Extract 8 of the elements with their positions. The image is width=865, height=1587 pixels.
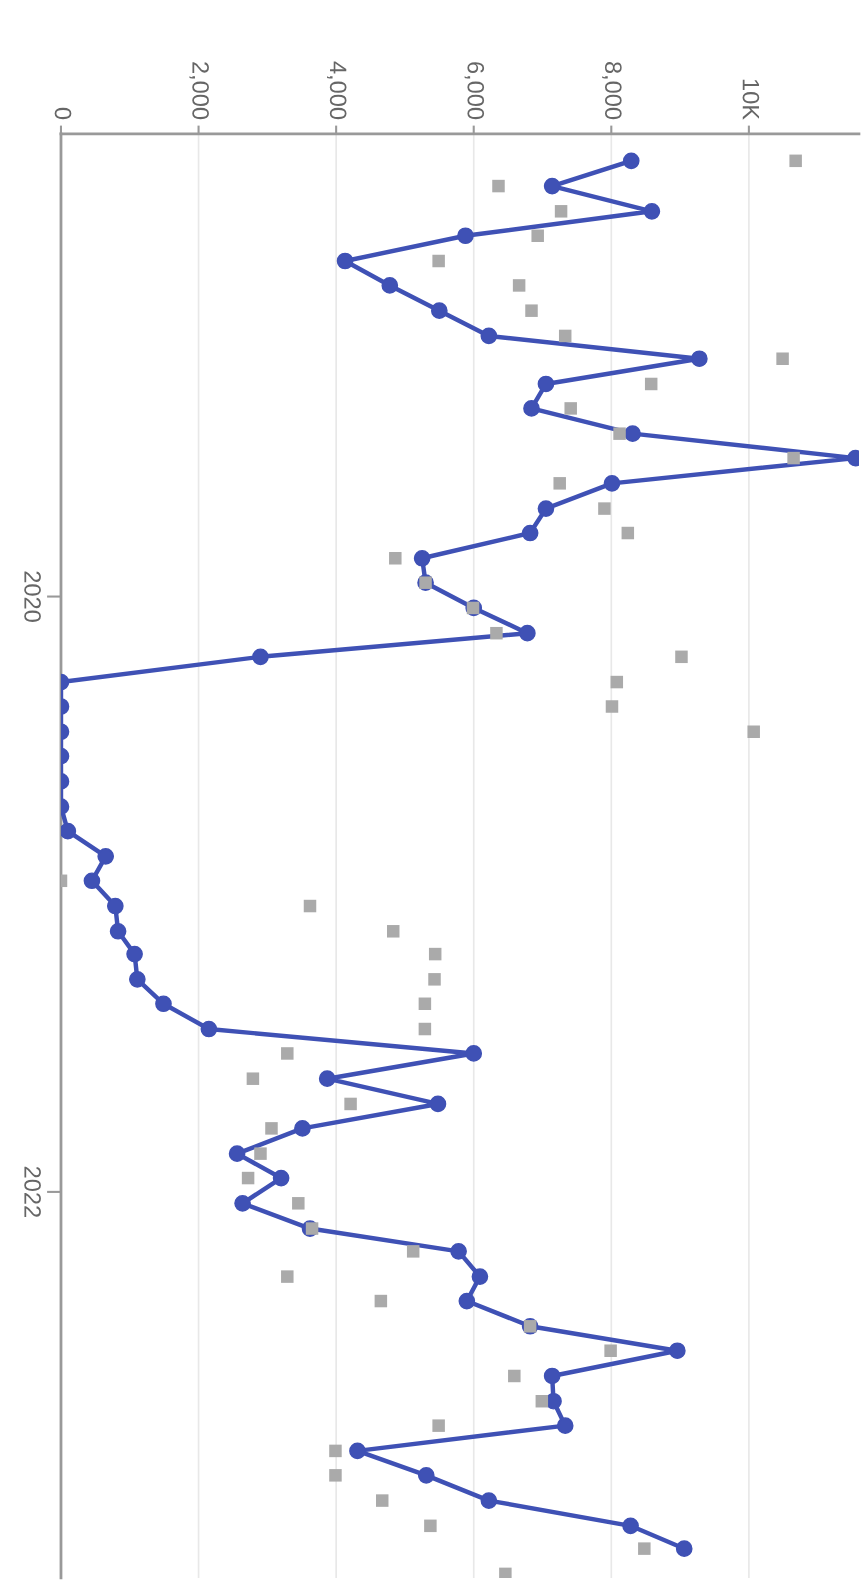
x-tick-label: 8,000: [602, 62, 622, 120]
x-tick-label: 6,000: [464, 62, 485, 120]
x-tick-label: 0: [54, 107, 72, 120]
y-tick-label: 2022: [24, 1166, 41, 1217]
x-tick-label: 4,000: [327, 61, 347, 120]
y-tick-label: 2020: [24, 571, 41, 622]
x-tick-label: 10K: [742, 79, 760, 120]
x-tick-label: 2,000: [189, 62, 209, 120]
